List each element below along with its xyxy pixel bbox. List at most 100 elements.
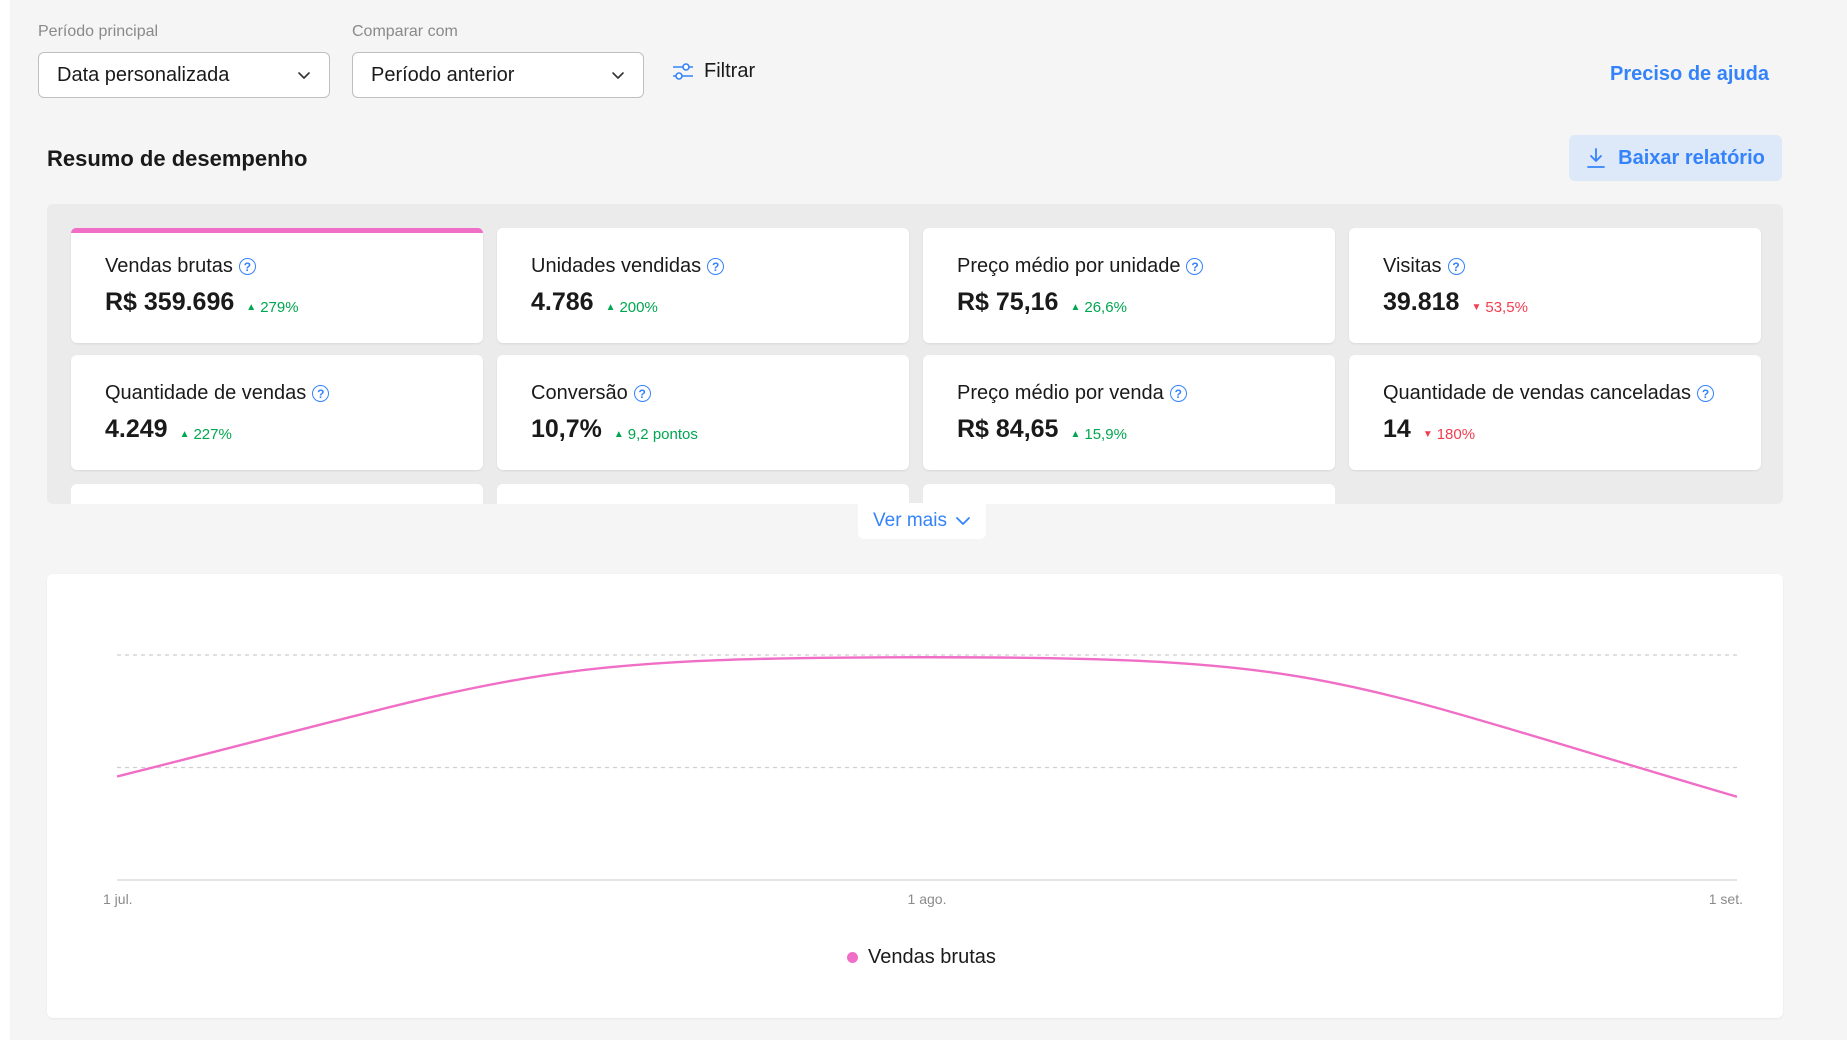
triangle-up-icon: ▲ <box>605 302 616 313</box>
question-circle-icon[interactable]: ? <box>1169 385 1187 402</box>
metric-value: R$ 359.696 <box>105 288 235 316</box>
triangle-up-icon: ▲ <box>246 302 257 313</box>
question-circle-icon[interactable]: ? <box>312 385 330 402</box>
question-circle-icon[interactable]: ? <box>238 258 256 275</box>
chart-legend: Vendas brutas <box>847 946 996 969</box>
metric-value: R$ 84,65 <box>957 415 1059 443</box>
question-circle-icon[interactable]: ? <box>1697 385 1715 402</box>
legend-label: Vendas brutas <box>868 946 996 968</box>
chevron-down-icon <box>956 517 970 525</box>
metric-value: R$ 75,16 <box>957 288 1059 316</box>
compare-value: Período anterior <box>371 63 515 86</box>
metric-change: ▲ 200% <box>606 299 658 316</box>
metric-label: Preço médio por unidade? <box>957 255 1301 278</box>
metric-value-row: 14 ▼ 180% <box>1383 415 1727 444</box>
compare-label: Comparar com <box>352 23 458 40</box>
metric-change-value: 279% <box>260 299 299 316</box>
metric-value: 4.249 <box>105 415 168 443</box>
section-title: Resumo de desempenho <box>47 146 308 171</box>
x-tick-label: 1 jul. <box>103 891 133 907</box>
metric-label: Quantidade de vendas canceladas? <box>1383 382 1727 405</box>
metric-value: 14 <box>1383 415 1411 443</box>
line-chart: 1 jul. 1 ago. 1 set. <box>103 654 1743 907</box>
metric-change-value: 53,5% <box>1485 299 1528 316</box>
metric-label-text: Preço médio por venda <box>957 382 1164 404</box>
metric-card-hidden <box>923 484 1335 504</box>
metric-card[interactable]: Quantidade de vendas canceladas? 14 ▼ 180% <box>1349 355 1761 470</box>
metric-card[interactable]: Visitas? 39.818 ▼ 53,5% <box>1349 228 1761 343</box>
metric-value-row: R$ 359.696 ▲ 279% <box>105 288 449 317</box>
x-tick-label: 1 ago. <box>908 891 947 907</box>
metric-card[interactable]: Vendas brutas? R$ 359.696 ▲ 279% <box>71 228 483 343</box>
metric-change: ▲ 227% <box>180 426 232 443</box>
metric-label: Unidades vendidas? <box>531 255 875 278</box>
metrics-panel: Vendas brutas? R$ 359.696 ▲ 279% Unidades ve… <box>47 204 1783 504</box>
metric-value: 39.818 <box>1383 288 1460 316</box>
metric-label-text: Quantidade de vendas <box>105 382 307 404</box>
metric-change-value: 9,2 pontos <box>627 426 698 443</box>
sliders-icon <box>673 62 693 80</box>
question-circle-icon[interactable]: ? <box>1447 258 1465 275</box>
metric-label-text: Quantidade de vendas canceladas <box>1383 382 1692 404</box>
metric-change-value: 200% <box>619 299 658 316</box>
see-more-button[interactable]: Ver mais <box>858 503 986 539</box>
chevron-down-icon <box>298 72 310 79</box>
metric-change: ▲ 9,2 pontos <box>614 426 698 443</box>
download-icon <box>1587 148 1606 168</box>
metric-change: ▼ 53,5% <box>1471 299 1527 316</box>
metric-card-hidden <box>497 484 909 504</box>
metric-label: Preço médio por venda? <box>957 382 1301 405</box>
series-line-vendas-brutas <box>116 656 1738 798</box>
metric-change-value: 26,6% <box>1084 299 1127 316</box>
metric-card[interactable]: Quantidade de vendas? 4.249 ▲ 227% <box>71 355 483 470</box>
legend-swatch <box>847 952 858 963</box>
metric-label: Vendas brutas? <box>105 255 449 278</box>
metric-value-row: 4.249 ▲ 227% <box>105 415 449 444</box>
filter-label: Filtrar <box>704 60 756 82</box>
metric-card[interactable]: Preço médio por venda? R$ 84,65 ▲ 15,9% <box>923 355 1335 470</box>
question-circle-icon[interactable]: ? <box>1186 258 1204 275</box>
metric-change: ▼ 180% <box>1423 426 1475 443</box>
question-circle-icon[interactable]: ? <box>633 385 651 402</box>
metric-value-row: R$ 75,16 ▲ 26,6% <box>957 288 1301 317</box>
triangle-up-icon: ▲ <box>179 429 190 440</box>
metric-label-text: Vendas brutas <box>105 255 233 277</box>
see-more-label: Ver mais <box>873 510 947 531</box>
metric-change-value: 180% <box>1436 426 1476 443</box>
triangle-up-icon: ▲ <box>1070 302 1081 313</box>
metric-card-hidden <box>71 484 483 504</box>
metric-label-text: Preço médio por unidade <box>957 255 1181 277</box>
metric-change: ▲ 26,6% <box>1070 299 1126 316</box>
metric-value-row: 39.818 ▼ 53,5% <box>1383 288 1727 317</box>
metric-label-text: Conversão <box>531 382 628 404</box>
compare-select[interactable]: Período anterior <box>352 52 644 98</box>
metric-value: 10,7% <box>531 415 602 443</box>
metric-change: ▲ 279% <box>246 299 298 316</box>
metric-value-row: 4.786 ▲ 200% <box>531 288 875 317</box>
question-circle-icon[interactable]: ? <box>707 258 725 275</box>
metric-label: Quantidade de vendas? <box>105 382 449 405</box>
chart-card: 1 jul. 1 ago. 1 set. Vendas brutas <box>47 574 1783 1018</box>
metric-label-text: Unidades vendidas <box>531 255 702 277</box>
metric-value: 4.786 <box>531 288 594 316</box>
metric-label-text: Visitas <box>1383 255 1442 277</box>
metric-card[interactable]: Preço médio por unidade? R$ 75,16 ▲ 26,6% <box>923 228 1335 343</box>
main-period-value: Data personalizada <box>57 63 230 86</box>
triangle-down-icon: ▼ <box>1422 429 1433 440</box>
filter-button[interactable]: Filtrar <box>672 60 755 83</box>
metric-label: Conversão? <box>531 382 875 405</box>
metric-change-value: 15,9% <box>1084 426 1127 443</box>
triangle-up-icon: ▲ <box>1070 429 1081 440</box>
metric-card[interactable]: Unidades vendidas? 4.786 ▲ 200% <box>497 228 909 343</box>
chevron-down-icon <box>612 72 624 79</box>
help-link[interactable]: Preciso de ajuda <box>1610 63 1769 85</box>
metric-value-row: 10,7% ▲ 9,2 pontos <box>531 415 875 444</box>
main-period-select[interactable]: Data personalizada <box>38 52 330 98</box>
triangle-down-icon: ▼ <box>1471 302 1482 313</box>
metric-value-row: R$ 84,65 ▲ 15,9% <box>957 415 1301 444</box>
metric-change-value: 227% <box>193 426 232 443</box>
metric-change: ▲ 15,9% <box>1070 426 1126 443</box>
download-report-button[interactable]: Baixar relatório <box>1569 135 1782 181</box>
metric-label: Visitas? <box>1383 255 1727 278</box>
metric-card[interactable]: Conversão? 10,7% ▲ 9,2 pontos <box>497 355 909 470</box>
